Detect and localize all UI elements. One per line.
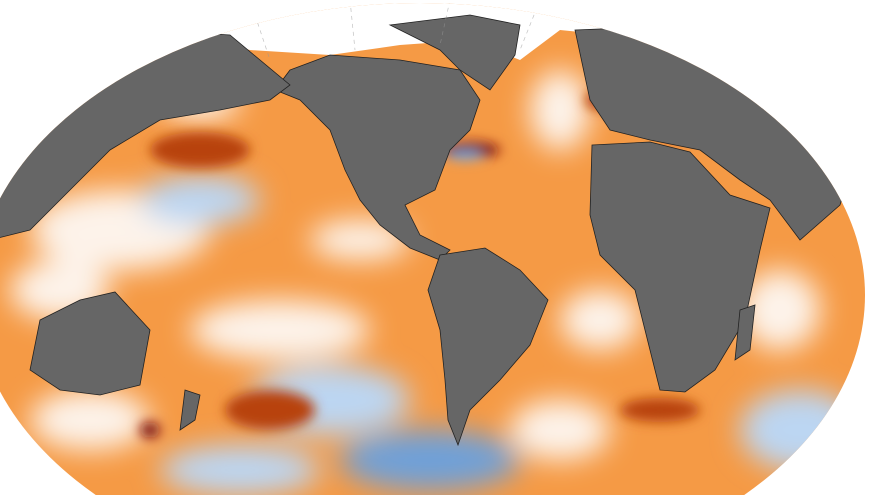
anomaly-region-neutral (190, 300, 370, 360)
landmass-australia (29, 291, 151, 396)
landmass-south-america (427, 247, 549, 447)
anomaly-region-strong-warm-anomaly (620, 398, 700, 422)
anomaly-region-neutral (310, 220, 410, 260)
anomaly-region-neutral (530, 70, 590, 150)
anomaly-region-neutral (740, 270, 820, 350)
anomaly-region-neutral (510, 400, 610, 460)
anomaly-region-cool-anomaly (160, 445, 320, 495)
anomaly-region-extreme-warm-anomaly (140, 422, 160, 438)
anomaly-region-neutral (30, 390, 150, 450)
anomaly-region-cool-anomaly (140, 175, 260, 225)
anomaly-region-strong-cool-anomaly (340, 430, 520, 490)
landmass-madagascar (734, 304, 756, 361)
landmass-new-zealand (179, 389, 201, 431)
anomaly-region-cool-anomaly (740, 390, 860, 470)
anomaly-region-strong-warm-anomaly (225, 390, 315, 430)
anomaly-region-strong-cool-anomaly (447, 150, 483, 160)
landmass-north-america (274, 54, 481, 261)
anomaly-region-neutral (560, 290, 640, 350)
anomaly-region-strong-warm-anomaly (150, 132, 250, 168)
landmass-africa (589, 141, 771, 393)
landmass-greenland (388, 14, 521, 91)
